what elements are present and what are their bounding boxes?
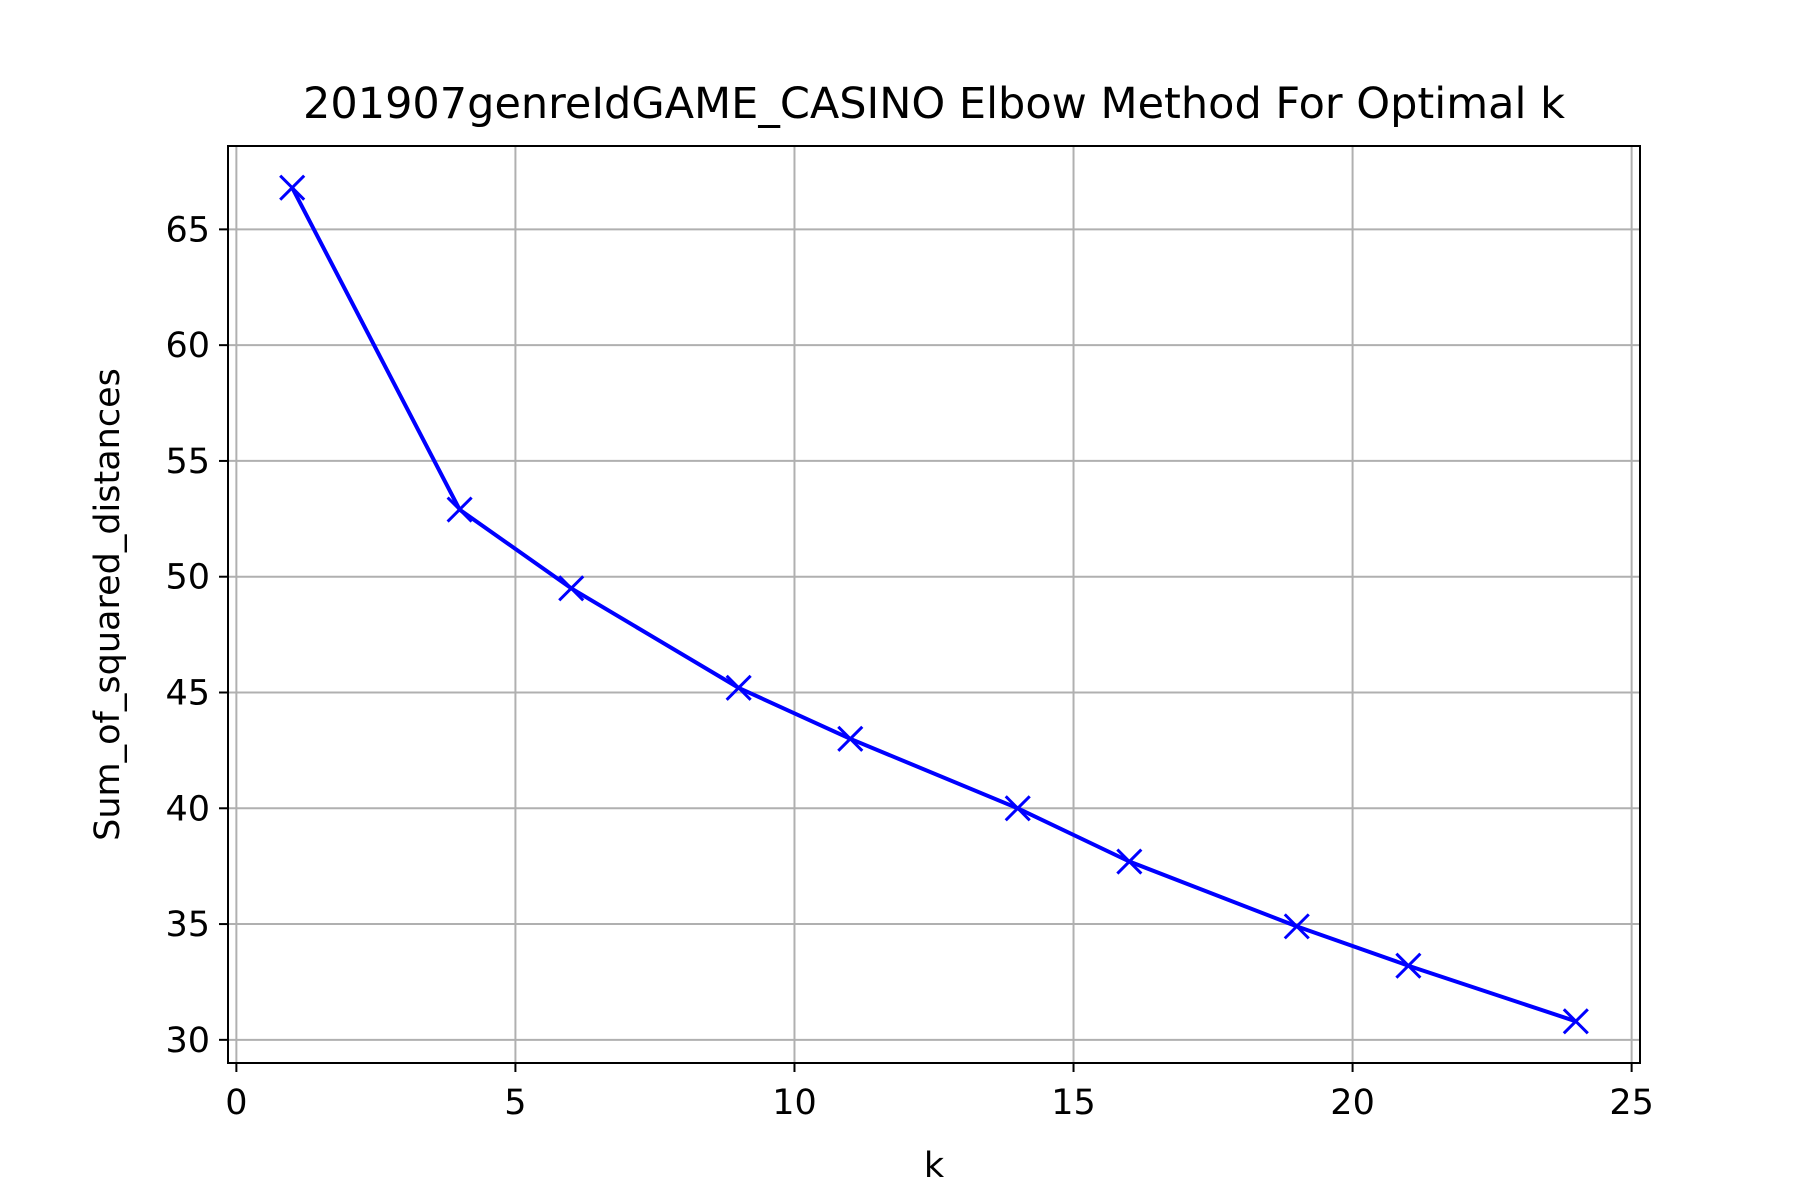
x-tick-label: 25 [1609, 1083, 1654, 1123]
marker-stroke [446, 496, 473, 523]
data-point-marker [558, 575, 585, 602]
y-tick-label: 30 [165, 1021, 210, 1061]
series-line [290, 185, 1578, 1024]
x-tick-label: 10 [772, 1083, 817, 1123]
data-point-marker [837, 725, 864, 752]
y-tick-label: 35 [165, 905, 210, 945]
x-axis-label: k [924, 1146, 945, 1186]
y-axis-label: Sum_of_squared_distances [88, 368, 128, 841]
marker-stroke [1562, 1008, 1589, 1035]
marker-stroke [725, 674, 752, 701]
x-tick-label: 0 [225, 1083, 247, 1123]
x-tick-label: 20 [1330, 1083, 1375, 1123]
marker-stroke [279, 174, 306, 201]
y-tick-label: 65 [165, 210, 210, 250]
y-tick-label: 50 [165, 558, 210, 598]
x-tick-label: 5 [504, 1083, 526, 1123]
marker-stroke [558, 575, 585, 602]
data-point-marker [725, 674, 752, 701]
marker-stroke [1283, 913, 1310, 940]
series-layer [279, 174, 1589, 1035]
plot-frame [227, 145, 1641, 1064]
grid [228, 146, 1640, 1063]
data-point-marker [446, 496, 473, 523]
data-point-marker [1283, 913, 1310, 940]
data-point-marker [1116, 848, 1143, 875]
marker-stroke [1395, 952, 1422, 979]
marker-stroke [1004, 795, 1031, 822]
data-point-marker [1562, 1008, 1589, 1035]
data-point-marker [279, 174, 306, 201]
data-point-marker [1004, 795, 1031, 822]
marker-stroke [837, 725, 864, 752]
data-point-marker [1395, 952, 1422, 979]
y-tick-label: 60 [165, 326, 210, 366]
marker-stroke [1116, 848, 1143, 875]
y-tick-label: 55 [165, 442, 210, 482]
chart-title: 201907genreIdGAME_CASINO Elbow Method Fo… [303, 79, 1565, 129]
y-tick-label: 40 [165, 789, 210, 829]
ticks: 0 5 10 15 20 25 30 35 40 45 50 55 60 65 [165, 210, 1653, 1123]
x-tick-label: 15 [1051, 1083, 1096, 1123]
y-tick-label: 45 [165, 673, 210, 713]
